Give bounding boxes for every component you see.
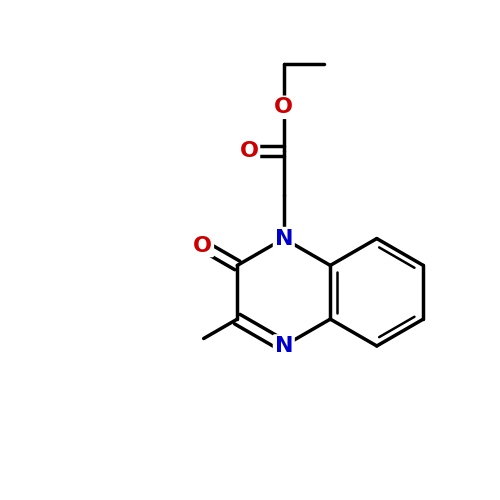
Text: O: O (194, 236, 212, 256)
Text: O: O (274, 98, 293, 117)
Text: O: O (240, 141, 258, 161)
Text: N: N (274, 228, 293, 248)
Text: N: N (274, 336, 293, 356)
